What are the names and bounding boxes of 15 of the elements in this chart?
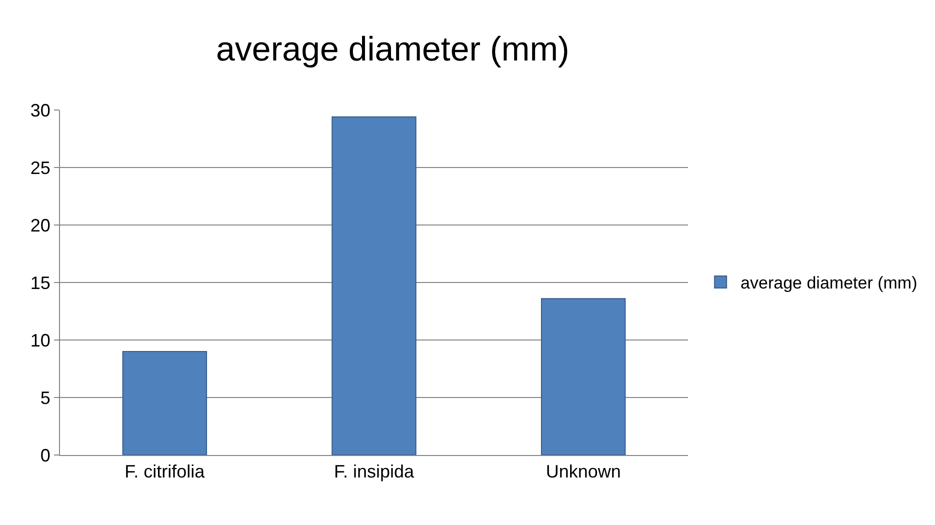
x-tick-label: F. insipida bbox=[334, 462, 416, 482]
y-tick-label: 15 bbox=[30, 272, 50, 293]
bar bbox=[122, 351, 208, 455]
bar bbox=[332, 116, 416, 455]
x-tick-label: F. citrifolia bbox=[124, 462, 206, 482]
x-tick-label: Unknown bbox=[546, 462, 621, 482]
y-tick-label: 5 bbox=[40, 388, 50, 408]
chart-title: average diameter (mm) bbox=[216, 30, 570, 69]
bar bbox=[540, 298, 626, 455]
y-tick-label: 10 bbox=[30, 330, 50, 350]
y-tick-label: 25 bbox=[30, 158, 50, 178]
y-tick-label: 30 bbox=[30, 100, 50, 120]
legend-label: average diameter (mm) bbox=[740, 274, 918, 293]
y-tick-label: 20 bbox=[30, 215, 50, 236]
y-tick-label: 0 bbox=[40, 445, 50, 466]
